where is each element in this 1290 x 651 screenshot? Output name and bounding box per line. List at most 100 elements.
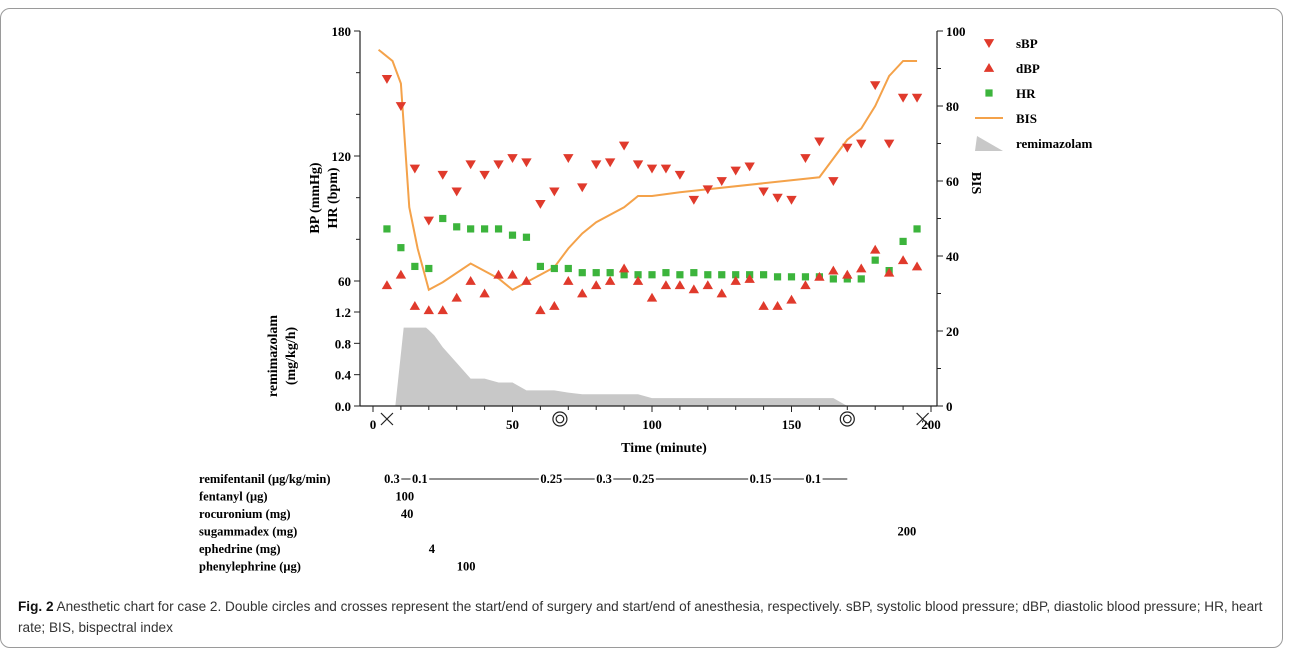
hr-point <box>494 225 503 233</box>
dbp-point <box>702 280 713 290</box>
remimazolam-area <box>395 327 848 406</box>
y-axis-label-remimazolam-unit: (mg/kg/h) <box>284 326 299 385</box>
y-tick-label-right: 0 <box>946 399 953 414</box>
bis-line <box>377 48 918 292</box>
drug-dose-table: remifentanil (μg/kg/min) 0.3 0.1 0.25 0.3 0.2… <box>199 472 916 574</box>
drug-dose: 40 <box>401 507 414 521</box>
legend: sBP dBP HR BIS remimazolam <box>975 36 1092 151</box>
dbp-point <box>479 288 490 298</box>
sbp-point <box>660 164 672 174</box>
hr-point <box>397 244 405 252</box>
anesthetic-chart: 60 120 180 0.0 0.4 0.8 1.2 0 20 40 60 80 100 0 50 100 15… <box>199 24 1092 574</box>
drug-dose: 0.25 <box>632 472 654 486</box>
legend-sbp-label: sBP <box>1016 36 1038 51</box>
y-tick-label-remimazolam: 0.4 <box>335 368 352 383</box>
hr-point <box>564 264 572 273</box>
sbp-point <box>744 162 755 172</box>
hr-point <box>411 262 419 271</box>
bis-line-layer <box>377 48 918 292</box>
hr-point <box>620 271 628 279</box>
x-tick-label: 100 <box>642 417 662 432</box>
event-double-circle-outer <box>839 411 855 427</box>
sbp-point <box>758 187 769 197</box>
event-markers-layer <box>380 411 930 427</box>
caption-label: Fig. 2 <box>18 599 54 614</box>
sbp-point <box>911 93 923 103</box>
hr-point <box>801 273 810 281</box>
sbp-point <box>702 185 713 195</box>
hr-point <box>578 269 586 277</box>
sbp-point <box>772 193 783 203</box>
hr-point <box>913 225 921 233</box>
hr-point <box>690 269 698 277</box>
figure-frame <box>0 8 1283 648</box>
sbp-point <box>688 195 700 205</box>
drug-label: sugammadex (mg) <box>199 525 297 539</box>
sbp-point <box>646 164 658 174</box>
event-double-circle-inner <box>842 414 852 424</box>
dbp-point <box>465 276 476 285</box>
sbp-point <box>842 143 853 153</box>
drug-dose: 0.25 <box>540 472 562 486</box>
hr-point <box>439 214 447 223</box>
hr-point <box>481 225 489 233</box>
drug-dose: 200 <box>898 525 917 539</box>
hr-point <box>899 237 907 246</box>
y-axis-label-bis: BIS <box>968 172 983 195</box>
hr-point <box>871 256 879 264</box>
drug-dose: 0.1 <box>805 472 821 486</box>
hr-point <box>718 271 726 279</box>
dbp-point <box>897 255 909 265</box>
hr-point <box>760 271 768 279</box>
sbp-point <box>716 177 727 186</box>
sbp-point <box>730 166 741 176</box>
dbp-point <box>535 305 546 315</box>
drug-dose: 0.1 <box>412 472 428 486</box>
sbp-point <box>465 160 476 170</box>
hr-point <box>704 271 712 279</box>
drug-dose: 100 <box>395 490 414 504</box>
drug-dose: 0.3 <box>596 472 612 486</box>
legend-hr-marker <box>985 89 993 97</box>
dbp-point <box>786 294 797 304</box>
sbp-point <box>521 158 532 168</box>
hr-point <box>592 269 600 277</box>
sbp-point <box>577 183 588 193</box>
hr-point <box>857 275 865 283</box>
hr-point <box>648 271 656 279</box>
hr-point <box>467 225 475 233</box>
hr-point <box>453 223 461 231</box>
drug-label: remifentanil (μg/kg/min) <box>199 472 331 486</box>
sbp-point <box>604 158 616 168</box>
legend-hr-label: HR <box>1016 86 1036 101</box>
hr-point <box>425 264 433 273</box>
hr-point <box>383 225 391 233</box>
sbp-point <box>632 160 644 170</box>
dbp-point <box>814 271 825 281</box>
sbp-point <box>479 170 490 180</box>
sbp-point <box>883 139 895 149</box>
legend-bis-label: BIS <box>1016 111 1037 126</box>
hr-point <box>508 231 517 239</box>
dbp-point <box>632 276 644 285</box>
drug-label: rocuronium (mg) <box>199 507 291 521</box>
hr-point <box>732 271 740 279</box>
dbp-point <box>423 305 434 315</box>
sbp-point <box>618 141 630 151</box>
sbp-point <box>897 93 909 103</box>
sbp-point <box>856 139 867 149</box>
x-axis-label: Time (minute) <box>621 441 707 456</box>
drug-dose: 0.15 <box>750 472 772 486</box>
sbp-point <box>828 177 839 186</box>
hr-point <box>634 271 642 279</box>
x-tick-label: 200 <box>921 417 941 432</box>
figure-caption: Fig. 2 Anesthetic chart for case 2. Doub… <box>18 596 1268 638</box>
legend-remi-marker <box>975 136 1003 151</box>
sbp-point <box>493 160 504 170</box>
dbp-point <box>549 301 560 310</box>
drug-dose: 100 <box>457 560 476 574</box>
y-tick-label-remimazolam: 0.8 <box>335 336 352 351</box>
dbp-point <box>716 288 727 298</box>
dbp-point <box>395 269 407 279</box>
y-tick-label-right: 100 <box>946 24 966 39</box>
